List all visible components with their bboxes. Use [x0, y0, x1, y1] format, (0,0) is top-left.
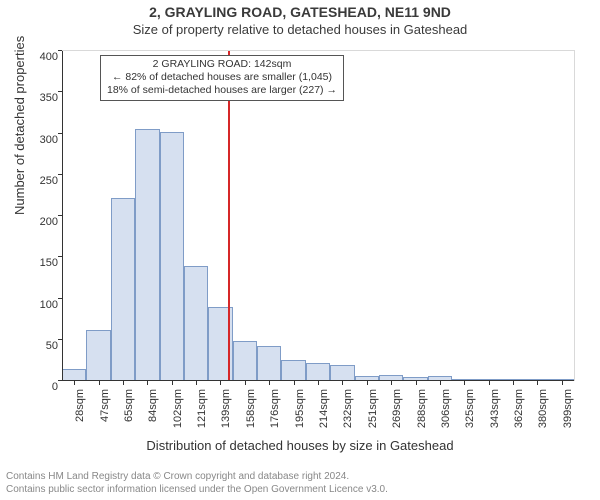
y-tick-label: 50 [22, 340, 58, 352]
x-tick-label: 139sqm [220, 389, 232, 437]
footer-line-1: Contains HM Land Registry data © Crown c… [6, 470, 594, 483]
y-tick-label: 350 [22, 92, 58, 104]
x-tick-label: 121sqm [196, 389, 208, 437]
y-tick-label: 150 [22, 257, 58, 269]
chart-subtitle: Size of property relative to detached ho… [0, 20, 600, 41]
x-tick-label: 28sqm [74, 389, 86, 437]
histogram-bar [86, 330, 110, 381]
chart-container: 2, GRAYLING ROAD, GATESHEAD, NE11 9ND Si… [0, 0, 600, 500]
plot-area: 05010015020025030035040028sqm47sqm65sqm8… [62, 50, 575, 381]
x-tick-mark [391, 381, 392, 385]
annotation-line-3: 18% of semi-detached houses are larger (… [107, 84, 337, 97]
x-tick-mark [513, 381, 514, 385]
attribution-footer: Contains HM Land Registry data © Crown c… [6, 470, 594, 496]
x-tick-mark [99, 381, 100, 385]
x-tick-label: 269sqm [391, 389, 403, 437]
x-tick-mark [440, 381, 441, 385]
y-tick-label: 0 [22, 381, 58, 393]
annotation-line-1: 2 GRAYLING ROAD: 142sqm [107, 58, 337, 71]
x-tick-label: 325sqm [464, 389, 476, 437]
x-axis-line [62, 380, 574, 381]
x-tick-mark [269, 381, 270, 385]
x-tick-mark [123, 381, 124, 385]
histogram-bar [160, 132, 184, 381]
x-tick-mark [342, 381, 343, 385]
y-tick-label: 100 [22, 299, 58, 311]
x-tick-mark [245, 381, 246, 385]
histogram-bar [135, 129, 159, 381]
x-tick-label: 362sqm [513, 389, 525, 437]
x-tick-label: 380sqm [537, 389, 549, 437]
x-tick-mark [416, 381, 417, 385]
histogram-bar [111, 198, 135, 381]
x-tick-mark [537, 381, 538, 385]
y-tick-label: 400 [22, 51, 58, 63]
histogram-bar [330, 365, 354, 382]
y-axis-line [62, 51, 63, 381]
x-tick-mark [294, 381, 295, 385]
x-tick-label: 102sqm [172, 389, 184, 437]
y-tick-label: 300 [22, 134, 58, 146]
histogram-bar [257, 346, 281, 381]
x-tick-label: 176sqm [269, 389, 281, 437]
x-tick-mark [464, 381, 465, 385]
x-tick-mark [562, 381, 563, 385]
x-tick-mark [367, 381, 368, 385]
histogram-bar [233, 341, 257, 381]
x-tick-label: 214sqm [318, 389, 330, 437]
x-tick-label: 65sqm [123, 389, 135, 437]
x-tick-label: 343sqm [489, 389, 501, 437]
y-tick-label: 250 [22, 175, 58, 187]
chart-title-address: 2, GRAYLING ROAD, GATESHEAD, NE11 9ND [0, 0, 600, 20]
histogram-bar [306, 363, 330, 381]
histogram-bar [281, 360, 305, 381]
x-tick-mark [318, 381, 319, 385]
annotation-line-2: ← 82% of detached houses are smaller (1,… [107, 71, 337, 84]
histogram-bar [184, 266, 208, 382]
x-tick-label: 195sqm [294, 389, 306, 437]
x-tick-label: 288sqm [416, 389, 428, 437]
x-tick-mark [489, 381, 490, 385]
annotation-box: 2 GRAYLING ROAD: 142sqm← 82% of detached… [100, 55, 344, 101]
x-tick-label: 47sqm [99, 389, 111, 437]
x-tick-label: 158sqm [245, 389, 257, 437]
x-tick-mark [220, 381, 221, 385]
x-tick-mark [196, 381, 197, 385]
footer-line-2: Contains public sector information licen… [6, 483, 594, 496]
x-tick-label: 84sqm [147, 389, 159, 437]
x-tick-label: 232sqm [342, 389, 354, 437]
x-tick-label: 306sqm [440, 389, 452, 437]
x-tick-mark [172, 381, 173, 385]
x-tick-label: 399sqm [562, 389, 574, 437]
x-tick-label: 251sqm [367, 389, 379, 437]
x-tick-mark [147, 381, 148, 385]
y-tick-label: 200 [22, 216, 58, 228]
x-tick-mark [74, 381, 75, 385]
x-axis-label: Distribution of detached houses by size … [0, 438, 600, 453]
